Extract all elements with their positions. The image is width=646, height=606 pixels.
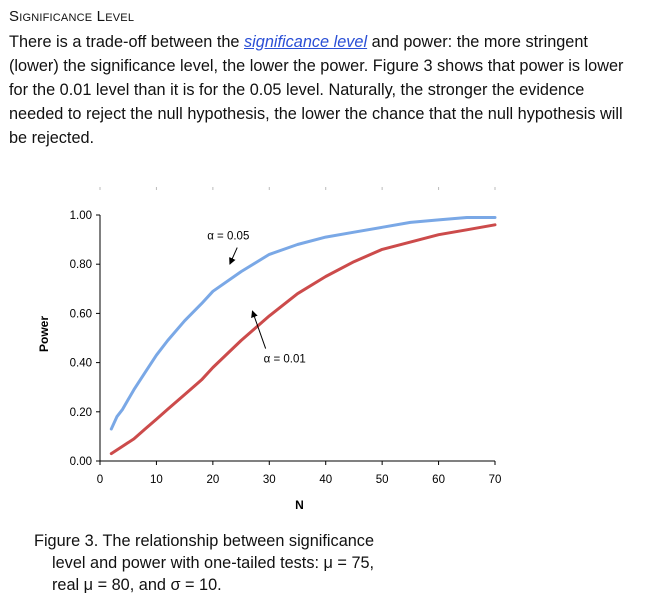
caption-line-1: Figure 3. The relationship between signi…: [34, 532, 374, 550]
y-tick-label: 0.00: [70, 456, 92, 468]
power-curve-1: [109, 216, 497, 431]
y-tick-label: 1.00: [70, 210, 92, 222]
x-tick-label: 40: [319, 474, 332, 486]
x-tick-label: 60: [432, 474, 445, 486]
significance-level-link[interactable]: significance level: [244, 33, 368, 51]
y-tick-label: 0.20: [70, 407, 92, 419]
annotation-label: α = 0.05: [207, 231, 249, 243]
chart-series: [109, 216, 497, 456]
figure-caption: Figure 3. The relationship between signi…: [34, 530, 434, 596]
paragraph-text-end: and power: the more stringent (lower) th…: [9, 33, 624, 147]
x-tick-label: 70: [489, 474, 502, 486]
y-axis-label: Power: [37, 316, 51, 352]
paragraph-text-start: There is a trade-off between the: [9, 33, 245, 51]
annotation-label: α = 0.01: [264, 354, 306, 366]
chart-axes: 0.00 0.20 0.40 0.60 0.80 1.00 0 10 20 30 40 50 60 70: [70, 187, 502, 486]
y-tick-label: 0.80: [70, 259, 92, 271]
x-tick-label: 10: [150, 474, 163, 486]
power-curve-2: [109, 223, 497, 456]
caption-line-3: real μ = 80, and σ = 10.: [52, 576, 222, 594]
body-paragraph: There is a trade-off between the signifi…: [9, 30, 639, 150]
x-tick-label: 20: [206, 474, 219, 486]
chart-annotations: α = 0.05 α = 0.01: [207, 231, 306, 366]
caption-line-2: level and power with one-tailed tests: μ…: [52, 554, 375, 572]
power-chart: 0.000.200.400.600.801.000 10 20 30 40 50 60 70 …: [37, 187, 502, 512]
annotation-arrow: [251, 310, 267, 349]
x-axis-label: N: [295, 498, 304, 512]
annotation-arrow: [229, 247, 238, 265]
y-tick-label: 0.40: [70, 358, 92, 370]
x-tick-label: 0: [97, 474, 103, 486]
x-tick-label: 50: [376, 474, 389, 486]
y-tick-label: 0.60: [70, 308, 92, 320]
x-tick-label: 30: [263, 474, 276, 486]
section-heading: Significance Level: [9, 8, 135, 25]
